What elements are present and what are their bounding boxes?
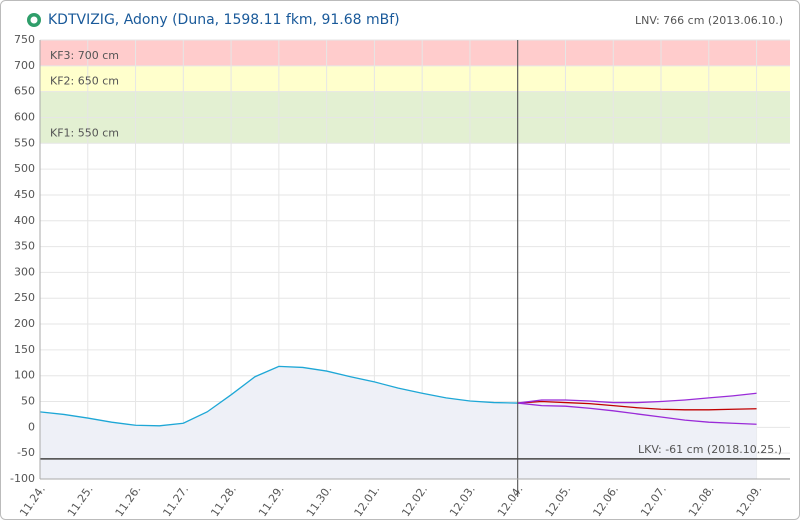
y-tick-label: 250 bbox=[14, 291, 35, 304]
chart-title: KDTVIZIG, Adony (Duna, 1598.11 fkm, 91.6… bbox=[48, 12, 400, 28]
y-tick-label: 650 bbox=[14, 85, 35, 98]
y-tick-label: 150 bbox=[14, 343, 35, 356]
series-line bbox=[517, 402, 757, 425]
logo bbox=[30, 16, 38, 24]
band-label: KF3: 700 cm bbox=[50, 49, 119, 62]
y-tick-label: 500 bbox=[14, 162, 35, 175]
y-tick-label: 100 bbox=[14, 369, 35, 382]
y-tick-label: 200 bbox=[14, 317, 35, 330]
y-tick-label: 0 bbox=[28, 420, 35, 433]
threshold-band bbox=[40, 65, 790, 92]
reference-label: LKV: -61 cm (2018.10.25.) bbox=[638, 443, 782, 456]
area bbox=[40, 366, 518, 479]
y-tick-label: 700 bbox=[14, 59, 35, 72]
band-label: KF2: 650 cm bbox=[50, 75, 119, 88]
y-tick-label: 550 bbox=[14, 136, 35, 149]
y-tick-label: 400 bbox=[14, 214, 35, 227]
y-tick-label: -50 bbox=[17, 446, 35, 459]
y-tick-label: 300 bbox=[14, 265, 35, 278]
series-line bbox=[517, 392, 757, 404]
y-tick-label: 350 bbox=[14, 240, 35, 253]
subtitle: LNV: 766 cm (2013.06.10.) bbox=[635, 14, 783, 27]
y-tick-label: 600 bbox=[14, 110, 35, 123]
threshold-band bbox=[40, 40, 790, 66]
series-line bbox=[517, 400, 757, 411]
y-tick-label: 450 bbox=[14, 188, 35, 201]
y-tick-label: 50 bbox=[21, 395, 35, 408]
y-tick-label: 750 bbox=[14, 33, 35, 46]
band-label: KF1: 550 cm bbox=[50, 126, 119, 139]
series-line bbox=[39, 365, 518, 427]
area bbox=[517, 393, 757, 479]
plot: -100 -50 0 50 100 150 200 250 300 350 400 450 500 550… bbox=[10, 33, 790, 519]
y-tick-label: -100 bbox=[10, 472, 35, 485]
